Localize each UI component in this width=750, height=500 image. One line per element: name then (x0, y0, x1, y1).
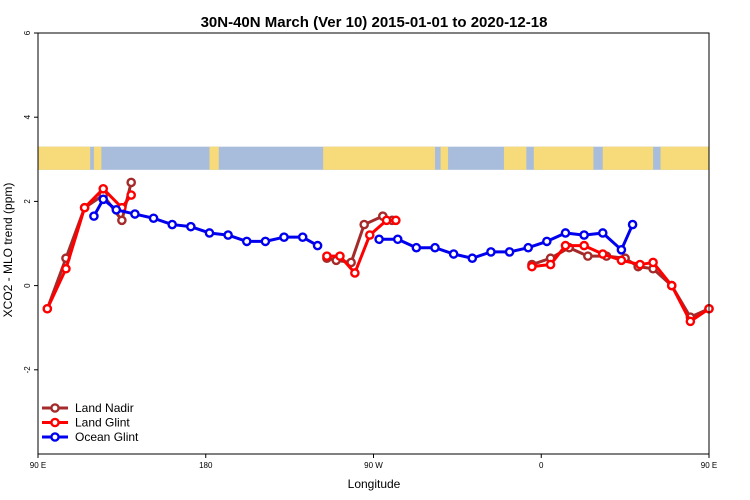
x-tick-label: 0 (539, 461, 544, 470)
series-land-glint (42, 183, 714, 327)
data-point (486, 247, 496, 257)
plot-frame (37, 32, 710, 455)
data-point (335, 251, 345, 261)
legend-marker (50, 432, 60, 442)
data-point (130, 209, 140, 219)
data-point (542, 236, 552, 247)
data-point (648, 257, 658, 268)
data-point (359, 219, 369, 230)
data-point (411, 242, 422, 253)
data-point (322, 251, 332, 261)
map-land (38, 146, 91, 170)
map-land (533, 146, 594, 170)
x-tick-label: 90 E (30, 461, 46, 470)
data-point (98, 183, 109, 194)
data-point (312, 240, 323, 251)
y-tick-label: 4 (23, 114, 32, 119)
x-tick-label: 180 (199, 461, 213, 470)
data-point (126, 190, 136, 200)
map-land (323, 146, 436, 170)
data-point (597, 228, 608, 238)
data-point (666, 280, 677, 291)
data-point (523, 242, 534, 253)
data-point (392, 234, 403, 245)
data-point (616, 245, 627, 255)
data-point (297, 232, 308, 242)
y-tick-label: 6 (23, 30, 32, 35)
y-axis: -2 0 2 4 6 (23, 30, 38, 373)
map-land (503, 146, 527, 170)
data-point (504, 247, 515, 257)
map-land (209, 146, 219, 170)
data-point (126, 177, 136, 188)
data-point (467, 253, 478, 264)
data-point (560, 240, 571, 251)
data-point (635, 259, 645, 270)
data-point (186, 221, 196, 232)
x-tick-label: 90 W (364, 461, 383, 470)
data-point (545, 259, 556, 270)
series-land-nadir (42, 177, 714, 322)
data-point (381, 215, 392, 226)
data-point (148, 213, 159, 224)
data-point (685, 316, 696, 327)
data-point (560, 228, 571, 238)
x-axis-label: Longitude (348, 477, 401, 491)
map-land (440, 146, 449, 170)
data-point (241, 236, 252, 247)
y-tick-label: -2 (23, 366, 32, 374)
data-point (430, 242, 440, 253)
data-point (42, 303, 53, 314)
data-point (111, 205, 122, 215)
data-point (579, 240, 589, 251)
data-point (579, 230, 589, 240)
data-point (391, 215, 401, 226)
data-point (374, 234, 384, 245)
data-point (89, 211, 99, 221)
data-point (616, 255, 627, 266)
y-tick-label: 2 (23, 199, 32, 204)
data-point (61, 263, 71, 274)
data-point (448, 249, 459, 259)
data-point (279, 232, 289, 242)
y-axis-label: XCO2 - MLO trend (ppm) (1, 183, 15, 318)
chart-title: 30N-40N March (Ver 10) 2015-01-01 to 202… (201, 14, 548, 31)
legend-label: Land Glint (75, 416, 130, 430)
series-ocean-glint (89, 194, 638, 264)
data-point (204, 228, 215, 238)
legend-marker (50, 417, 60, 428)
data-point (597, 249, 608, 259)
data-point (527, 261, 537, 272)
data-point (79, 202, 90, 213)
data-point (583, 251, 593, 261)
data-point (364, 230, 375, 240)
data-point (627, 219, 638, 230)
data-point (98, 194, 109, 205)
data-point (260, 236, 271, 247)
legend-label: Land Nadir (75, 401, 134, 415)
legend-label: Ocean Glint (75, 430, 139, 444)
map-land (602, 146, 654, 170)
x-axis: 90 E 180 90 W 0 90 E (30, 454, 717, 470)
series-layer (42, 177, 714, 327)
y-tick-label: 0 (23, 283, 32, 288)
map-land (660, 146, 709, 170)
data-point (350, 268, 360, 278)
world-map-strip (38, 146, 709, 170)
data-point (117, 215, 127, 226)
data-point (223, 230, 233, 240)
legend-marker (50, 403, 60, 413)
x-tick-label: 90 E (701, 461, 717, 470)
data-point (167, 219, 177, 230)
map-land (93, 146, 102, 170)
